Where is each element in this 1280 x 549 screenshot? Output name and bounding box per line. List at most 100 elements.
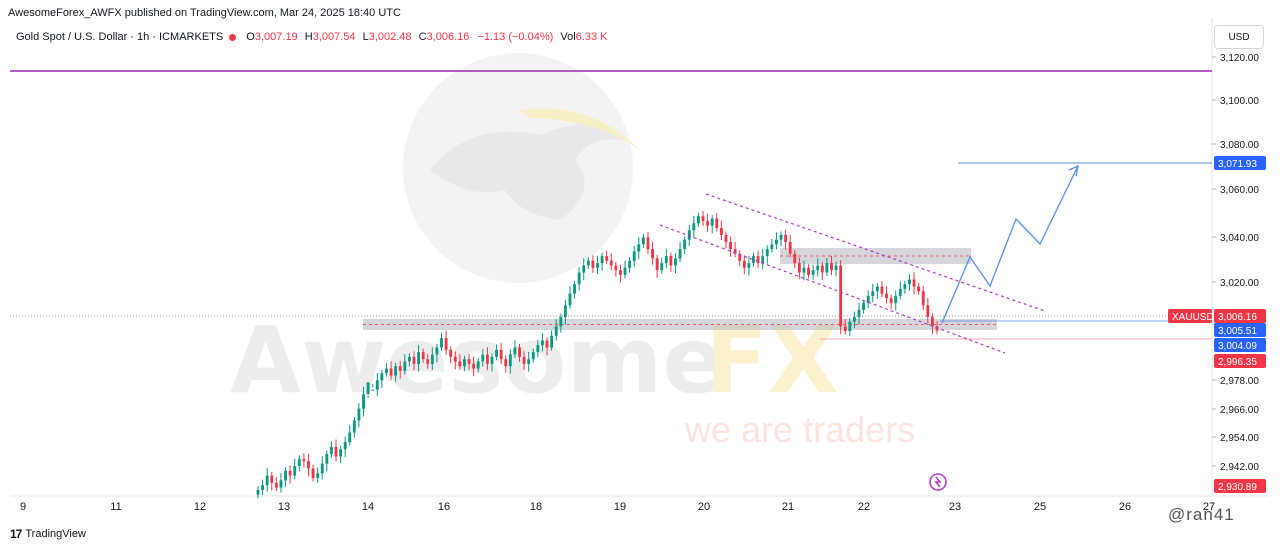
candle-body xyxy=(678,249,682,259)
symbol-legend: Gold Spot / U.S. Dollar · 1h · ICMARKETS… xyxy=(16,31,607,43)
y-tick-label: 3,100.00 xyxy=(1220,96,1259,107)
candle-body xyxy=(563,305,567,318)
candle-body xyxy=(352,420,356,433)
x-tick-label: 18 xyxy=(530,501,542,513)
candle-body xyxy=(449,349,453,357)
candle-body xyxy=(651,249,654,259)
candle-body xyxy=(843,326,847,332)
price-label-text: 2,930.89 xyxy=(1218,482,1257,493)
y-tick-label: 3,080.00 xyxy=(1220,140,1259,151)
candle-body xyxy=(375,380,379,390)
currency-button[interactable]: USD xyxy=(1214,25,1264,49)
candle-body xyxy=(830,263,833,271)
candle-body xyxy=(596,263,599,268)
candle-body xyxy=(752,256,755,264)
candle-body xyxy=(692,223,696,231)
candle-body xyxy=(655,258,659,271)
candle-body xyxy=(807,267,810,275)
change-value: −1.13 (−0.04%) xyxy=(477,31,554,43)
candle-body xyxy=(485,354,489,364)
candle-body xyxy=(917,286,921,292)
candle-body xyxy=(600,256,604,264)
drawings xyxy=(10,70,1212,354)
candle-body xyxy=(329,446,333,455)
vol-value: 6.33 K xyxy=(575,31,608,43)
candle-body xyxy=(797,263,801,273)
candle-body xyxy=(348,432,352,443)
candle-body xyxy=(770,244,774,250)
candle-body xyxy=(288,470,292,476)
watermark-swoosh-icon xyxy=(520,108,640,150)
open-label: O xyxy=(246,31,255,43)
candle-body xyxy=(270,475,274,483)
candle-body xyxy=(664,256,668,264)
candle-body xyxy=(430,354,434,364)
candle-body xyxy=(380,373,384,381)
candle-body xyxy=(683,239,687,250)
candle-body xyxy=(921,291,925,306)
price-label-box xyxy=(1214,479,1266,493)
candle-body xyxy=(559,317,563,327)
time-axis[interactable]: 9 11 12 13 14 16 18 19 20 21 22 23 25 26 27 xyxy=(20,501,1215,513)
candle-body xyxy=(527,359,531,364)
candle-body xyxy=(834,265,838,271)
candle-body xyxy=(307,461,310,469)
support-zone xyxy=(363,319,997,330)
candle-body xyxy=(573,284,576,294)
calendar-event-icon[interactable] xyxy=(929,473,947,491)
vol-label: Vol xyxy=(560,31,576,43)
candle-body xyxy=(261,485,265,490)
candle-body xyxy=(504,359,508,367)
candle-body xyxy=(302,458,306,462)
candle-body xyxy=(889,298,893,303)
candle-body xyxy=(875,286,879,292)
tradingview-logo[interactable]: 17 TradingView xyxy=(10,527,86,541)
high-value: 3,007.54 xyxy=(312,31,356,43)
candle-body xyxy=(779,234,783,240)
price-label-text: 3,004.09 xyxy=(1218,341,1257,352)
candle-body xyxy=(389,368,393,376)
candle-body xyxy=(912,279,916,287)
upper-zone xyxy=(780,248,971,264)
candle-body xyxy=(284,470,287,481)
y-tick-label: 2,954.00 xyxy=(1220,433,1259,444)
price-axis[interactable]: 3,120.00 3,100.00 3,080.00 3,060.00 3,040.00… xyxy=(1212,53,1259,473)
candle-body xyxy=(697,216,700,224)
candle-body xyxy=(394,366,398,376)
y-tick-label: 2,978.00 xyxy=(1220,376,1259,387)
candle-body xyxy=(894,295,898,303)
candle-body xyxy=(316,473,320,478)
candle-body xyxy=(481,354,485,362)
chart-grid xyxy=(10,18,1270,515)
candle-body xyxy=(885,293,888,299)
candle-body xyxy=(761,256,765,264)
x-tick-label: 19 xyxy=(614,501,626,513)
candle-body xyxy=(586,260,590,266)
symbol-name[interactable]: Gold Spot / U.S. Dollar · 1h · ICMARKETS xyxy=(16,31,224,43)
candle-body xyxy=(935,326,939,331)
x-tick-label: 27 xyxy=(1203,501,1215,513)
candles xyxy=(256,210,939,499)
candle-body xyxy=(541,340,544,346)
price-label-text: XAUUSD xyxy=(1172,312,1214,323)
market-status-icon xyxy=(229,33,237,41)
candle-body xyxy=(472,363,476,369)
candle-body xyxy=(733,249,737,254)
candle-body xyxy=(852,317,856,322)
candle-body xyxy=(490,356,494,364)
open-value: 3,007.19 xyxy=(254,31,298,43)
candle-body xyxy=(265,475,269,486)
candle-body xyxy=(775,239,778,245)
candle-body xyxy=(366,382,370,395)
candle-body xyxy=(687,230,691,240)
candle-body xyxy=(453,356,457,362)
price-label-text: 3,005.51 xyxy=(1218,326,1257,337)
candle-body xyxy=(362,394,365,409)
candle-body xyxy=(274,482,278,488)
low-value: 3,002.48 xyxy=(368,31,412,43)
candle-body xyxy=(343,442,347,450)
low-label: L xyxy=(362,31,369,43)
candle-body xyxy=(674,258,677,266)
price-label-text: 3,071.93 xyxy=(1218,159,1257,170)
